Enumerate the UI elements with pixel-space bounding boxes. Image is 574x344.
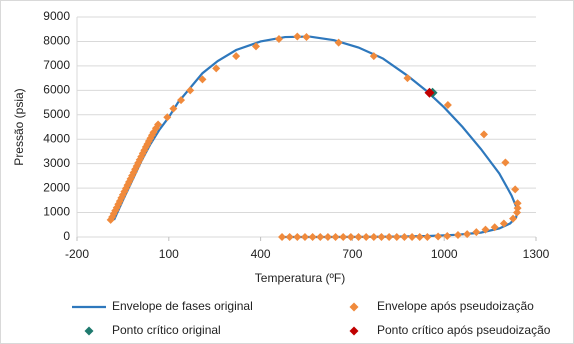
point (509, 214, 518, 223)
point (408, 233, 417, 241)
point (316, 233, 325, 241)
y-tick-label: 5000 (43, 107, 70, 121)
point (513, 199, 522, 208)
point (511, 185, 520, 194)
point (377, 233, 386, 241)
point (323, 233, 332, 241)
point (252, 42, 261, 51)
legend-swatch (349, 302, 359, 312)
point (346, 233, 355, 241)
point (278, 233, 287, 241)
point (212, 64, 221, 73)
point (154, 120, 163, 129)
x-tick-label: 1000 (431, 247, 458, 261)
point (308, 233, 317, 241)
legend-label: Ponto crítico após pseudoização (377, 323, 551, 337)
x-tick-label: 1300 (523, 247, 550, 261)
y-tick-label: 0 (63, 229, 70, 243)
legend-swatch (349, 326, 359, 336)
point (403, 74, 412, 83)
point (463, 230, 472, 239)
y-axis-title: Pressão (psia) (12, 88, 26, 165)
point (293, 233, 302, 241)
point (163, 113, 172, 122)
x-tick-label: 400 (251, 247, 271, 261)
legend-label: Envelope após pseudoização (377, 299, 534, 313)
y-tick-label: 9000 (43, 9, 70, 23)
point (186, 86, 195, 95)
point (293, 32, 302, 41)
point (331, 233, 340, 241)
x-axis-title: Temperatura (ºF) (255, 271, 345, 285)
point (354, 233, 363, 241)
point (479, 130, 488, 139)
point (369, 233, 378, 241)
point (385, 233, 394, 241)
point (177, 96, 186, 105)
y-tick-label: 4000 (43, 131, 70, 145)
point (392, 233, 401, 241)
point (302, 33, 311, 42)
point (169, 104, 178, 113)
point (415, 233, 424, 241)
point (490, 223, 499, 232)
point (424, 87, 435, 98)
x-tick-label: 700 (342, 247, 362, 261)
point (499, 219, 508, 228)
point (501, 158, 510, 167)
point (285, 233, 294, 241)
point (300, 233, 309, 241)
y-tick-label: 1000 (43, 205, 70, 219)
point (339, 233, 348, 241)
point (472, 228, 481, 237)
point (123, 181, 132, 190)
point (274, 35, 283, 43)
point (513, 208, 522, 217)
x-tick-label: -200 (65, 247, 89, 261)
point (362, 233, 371, 241)
y-tick-label: 3000 (43, 156, 70, 170)
point (334, 38, 343, 47)
point (400, 233, 409, 241)
x-tick-label: 100 (159, 247, 179, 261)
point (151, 124, 160, 133)
legend-swatch (84, 326, 94, 336)
point (423, 233, 432, 241)
point (443, 232, 452, 241)
y-tick-label: 7000 (43, 58, 70, 72)
point (121, 184, 130, 193)
point (232, 52, 241, 61)
y-tick-label: 6000 (43, 83, 70, 97)
point (453, 231, 462, 240)
legend-label: Envelope de fases original (112, 299, 253, 313)
point (369, 52, 378, 61)
point (198, 75, 207, 84)
legend-label: Ponto crítico original (112, 323, 221, 337)
point (443, 101, 452, 109)
point (481, 225, 490, 234)
y-tick-label: 8000 (43, 34, 70, 48)
y-tick-label: 2000 (43, 180, 70, 194)
point (434, 232, 443, 241)
